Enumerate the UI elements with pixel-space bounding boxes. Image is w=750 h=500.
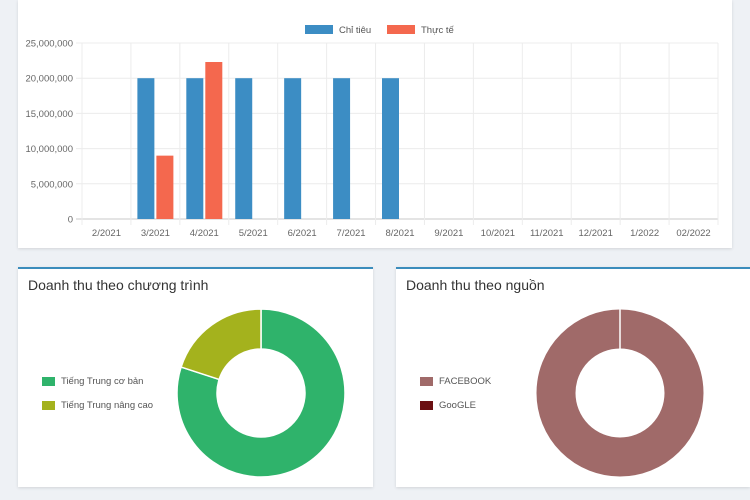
- donut-slice[interactable]: [176, 308, 346, 478]
- y-tick-label: 15,000,000: [25, 109, 73, 120]
- x-tick-label: 7/2021: [337, 228, 366, 239]
- legend-label: Tiếng Trung cơ bản: [61, 376, 144, 387]
- y-tick-label: 0: [68, 215, 73, 226]
- revenue-by-source-card: Doanh thu theo nguồn FACEBOOK GooGLE: [396, 267, 750, 487]
- legend-item-advanced[interactable]: Tiếng Trung nâng cao: [42, 400, 153, 411]
- x-tick-label: 02/2022: [676, 228, 710, 239]
- legend-swatch-0[interactable]: [305, 25, 333, 34]
- donut-slice[interactable]: [180, 308, 262, 381]
- y-tick-label: 25,000,000: [25, 39, 73, 50]
- x-tick-label: 10/2021: [481, 228, 515, 239]
- donut-slice[interactable]: [535, 308, 705, 478]
- target-vs-actual-bar-chart: Chỉ tiêu Thực tế 0 5,000,000 10,000,000 15,00…: [25, 25, 719, 239]
- bar-target[interactable]: [137, 78, 155, 219]
- x-tick-label: 6/2021: [288, 228, 317, 239]
- legend-label: Tiếng Trung nâng cao: [61, 400, 154, 411]
- y-tick-label: 5,000,000: [31, 179, 73, 190]
- legend-label-1[interactable]: Thực tế: [421, 25, 454, 36]
- bar-target[interactable]: [382, 78, 399, 219]
- bar-target[interactable]: [284, 78, 302, 219]
- x-tick-label: 11/2021: [530, 228, 564, 239]
- x-tick-label: 8/2021: [385, 228, 414, 239]
- x-tick-label: 1/2022: [630, 228, 659, 239]
- legend-swatch: [420, 377, 433, 386]
- legend-item-facebook[interactable]: FACEBOOK: [420, 376, 491, 387]
- target-vs-actual-card: Chỉ tiêu Thực tế 0 5,000,000 10,000,000 15,00…: [18, 0, 732, 248]
- bar-target[interactable]: [235, 78, 253, 219]
- revenue-by-source-title: Doanh thu theo nguồn: [406, 277, 545, 293]
- legend-label-0[interactable]: Chỉ tiêu: [339, 25, 371, 36]
- x-tick-label: 5/2021: [239, 228, 268, 239]
- bar-target[interactable]: [186, 78, 204, 219]
- legend-swatch: [42, 401, 55, 410]
- x-tick-label: 3/2021: [141, 228, 170, 239]
- bar-target[interactable]: [333, 78, 351, 219]
- legend-swatch: [420, 401, 433, 410]
- legend-swatch-1[interactable]: [387, 25, 415, 34]
- legend-label: GooGLE: [439, 400, 476, 411]
- x-tick-label: 12/2021: [579, 228, 613, 239]
- legend-item-basic[interactable]: Tiếng Trung cơ bản: [42, 376, 143, 387]
- legend-swatch: [42, 377, 55, 386]
- legend-item-google[interactable]: GooGLE: [420, 400, 476, 411]
- revenue-by-program-donut: [176, 308, 346, 478]
- x-tick-label: 4/2021: [190, 228, 219, 239]
- revenue-by-program-card: Doanh thu theo chương trình Tiếng Trung …: [18, 267, 373, 487]
- legend-label: FACEBOOK: [439, 376, 492, 387]
- y-tick-label: 10,000,000: [25, 144, 73, 155]
- bar-actual[interactable]: [156, 155, 174, 219]
- x-tick-label: 2/2021: [92, 228, 121, 239]
- y-tick-label: 20,000,000: [25, 74, 73, 85]
- revenue-by-program-title: Doanh thu theo chương trình: [28, 277, 209, 293]
- x-tick-label: 9/2021: [434, 228, 463, 239]
- chart-legend: Chỉ tiêu Thực tế: [305, 25, 454, 36]
- bar-actual[interactable]: [205, 62, 223, 220]
- revenue-by-source-donut: [535, 308, 705, 478]
